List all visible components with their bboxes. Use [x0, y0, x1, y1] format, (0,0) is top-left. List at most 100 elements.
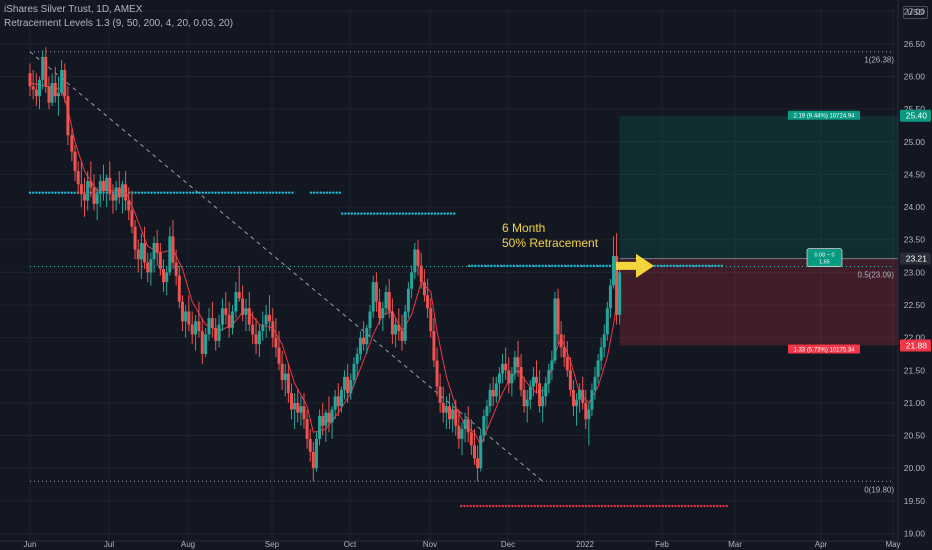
- candle-body: [168, 236, 172, 273]
- candle-body: [378, 301, 382, 319]
- candles-group: [28, 47, 622, 482]
- indicator-dot: [472, 504, 476, 508]
- indicator-dot: [414, 212, 417, 215]
- indicator-dot: [492, 504, 495, 508]
- currency-badge[interactable]: USD: [903, 6, 928, 19]
- indicator-dot: [588, 504, 591, 508]
- indicator-dot: [474, 264, 477, 268]
- indicator-dot: [476, 504, 479, 508]
- indicator-dot: [54, 191, 57, 194]
- symbol-title[interactable]: iShares Silver Trust, 1D, AMEX: [4, 4, 143, 15]
- candle-body: [432, 331, 436, 361]
- indicator-dot: [463, 504, 466, 508]
- indicator-dot: [682, 264, 685, 268]
- candle-body: [139, 242, 143, 260]
- indicator-dot: [51, 191, 54, 194]
- indicator-dot: [224, 191, 227, 194]
- indicator-dot: [700, 504, 703, 508]
- indicator-dot: [427, 212, 430, 215]
- candle-body: [510, 373, 514, 384]
- indicator-dot: [655, 504, 658, 508]
- candle-body: [365, 327, 369, 345]
- y-tick-label: 23.00: [904, 267, 926, 277]
- candle-body: [143, 242, 147, 263]
- indicator-dot: [252, 191, 256, 194]
- candle-body: [531, 376, 535, 387]
- moving-average: [29, 82, 621, 447]
- candle-body: [327, 412, 331, 423]
- indicator-dot: [703, 504, 706, 508]
- profit-zone: [619, 115, 898, 259]
- indicator-dot: [524, 504, 527, 508]
- indicator-dot: [725, 504, 728, 508]
- indicator-dot: [610, 504, 613, 508]
- indicator-dot: [265, 191, 268, 194]
- x-tick-label: Apr: [815, 540, 828, 549]
- indicator-dot: [616, 504, 620, 508]
- candle-body: [86, 180, 90, 201]
- indicator-dot: [233, 191, 236, 194]
- candle-body: [394, 324, 398, 335]
- candle-body: [590, 389, 594, 410]
- candle-body: [124, 184, 128, 201]
- candle-body: [485, 406, 489, 416]
- candle-body: [47, 86, 51, 103]
- indicator-dot: [639, 504, 642, 508]
- indicator-dot: [693, 504, 696, 508]
- candle-body: [190, 324, 194, 335]
- indicator-dot: [514, 504, 517, 508]
- indicator-dot: [169, 191, 172, 194]
- stop-label-box: [788, 344, 860, 354]
- indicator-dot: [570, 264, 573, 268]
- indicator-dot: [538, 264, 541, 268]
- candle-body: [343, 376, 347, 390]
- candle-body: [79, 184, 83, 195]
- candle-body: [602, 334, 606, 348]
- indicator-dot: [707, 264, 711, 268]
- candle-body: [224, 308, 228, 315]
- candle-body: [254, 334, 258, 345]
- target-label-box: [788, 110, 860, 120]
- y-tick-label: 19.50: [904, 496, 926, 506]
- indicator-dot: [188, 191, 192, 194]
- y-axis[interactable]: 27.00 26.50 26.00 25.50 25.00 24.50 24.00 23.50…: [897, 0, 932, 550]
- indicator-label[interactable]: Retracement Levels 1.3 (9, 50, 200, 4, 2…: [4, 18, 234, 29]
- indicator-dot: [572, 504, 575, 508]
- indicator-dot: [687, 504, 690, 508]
- indicator-dot: [543, 504, 546, 508]
- candle-body: [311, 451, 315, 469]
- indicator-dot: [556, 504, 559, 508]
- x-axis[interactable]: Jun Jul Aug Sep Oct Nov Dec 2022 Feb Mar Apr May: [0, 540, 901, 549]
- candle-body: [283, 373, 287, 381]
- price-label: 25.40: [906, 111, 928, 121]
- indicator-dot: [284, 191, 288, 194]
- candle-body: [330, 409, 334, 423]
- indicator-dot: [408, 212, 411, 215]
- indicator-dot: [517, 504, 520, 508]
- indicator-dot: [701, 264, 704, 268]
- indicator-dot: [711, 264, 714, 268]
- indicator-dot: [366, 212, 369, 215]
- indicator-dot: [73, 191, 77, 194]
- indicator-dot: [329, 191, 332, 194]
- candle-body: [155, 242, 159, 253]
- indicator-dot: [656, 264, 659, 268]
- candle-body: [559, 334, 563, 348]
- candle-body: [130, 210, 134, 227]
- x-tick-label: Oct: [344, 540, 357, 549]
- indicator-dot: [499, 264, 503, 268]
- candle-body: [204, 334, 208, 354]
- candle-body: [314, 438, 318, 469]
- candle-body: [390, 311, 394, 335]
- indicator-dot: [185, 191, 188, 194]
- indicator-dot: [573, 264, 576, 268]
- indicator-dot: [28, 191, 32, 194]
- candle-body: [596, 360, 600, 377]
- candle-body: [615, 256, 619, 315]
- candle-body: [525, 399, 529, 407]
- candle-body: [286, 373, 290, 394]
- indicator-dot: [509, 264, 512, 268]
- indicator-dot: [658, 504, 661, 508]
- candle-body: [501, 363, 505, 374]
